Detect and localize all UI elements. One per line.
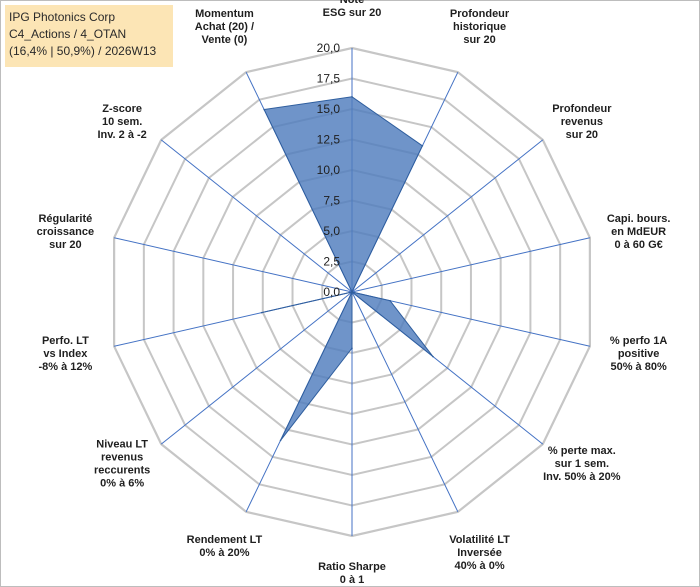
company-name: IPG Photonics Corp [9,10,116,24]
chart-header: IPG Photonics Corp C4_Actions / 4_OTAN (… [5,5,173,67]
score-summary: (16,4% | 50,9%) / 2026W13 [9,44,157,58]
tick-label: 17,5 [317,72,341,86]
tick-label: 10,0 [317,163,341,177]
tick-label: 0,0 [323,285,340,299]
data-point-7 [351,347,353,349]
category-label-1: Profondeur historique sur 20 [450,8,510,46]
category-label-13: Momentum Achat (20) / Vente (0) [195,8,254,46]
tick-label: 15,0 [317,102,341,116]
axis-spoke-11 [114,237,353,293]
category-label-9: Niveau LT revenus reccurents 0% à 6% [94,438,150,489]
category-label-5: % perte max. sur 1 sem. Inv. 50% à 20% [543,445,621,483]
category-label-8: Rendement LT 0% à 20% [187,534,263,559]
category-label-2: Profondeur revenus sur 20 [552,103,612,141]
category-label-10: Perfo. LT vs Index -8% à 12% [38,335,92,373]
data-point-12 [351,291,353,293]
category-label-12: Z-score 10 sem. Inv. 2 à -2 [97,103,146,141]
tick-label: 2,5 [323,255,340,269]
category-labels: Note ESG sur 20 Profondeur historique sur 20… [37,0,671,586]
radial-tick-labels: 0,0 2,5 5,0 7,5 10,0 12,5 15,0 17,5 20,0 [317,41,341,299]
data-point-1 [421,145,424,147]
category-label-6: Volatilité LT Inversée 40% à 0% [449,534,510,572]
category-label-3: Capi. bours. en MdEUR 0 à 60 G€ [607,213,671,251]
category-label-4: % perfo 1A positive 50% à 80% [610,335,668,373]
portfolio-label: C4_Actions / 4_OTAN [9,27,127,41]
data-series [260,96,434,442]
category-label-0: Note ESG sur 20 [323,0,382,19]
category-label-7: Ratio Sharpe 0 à 1 [318,561,386,586]
category-label-11: Régularité croissance sur 20 [37,213,94,251]
tick-label: 7,5 [323,194,340,208]
axis-spoke-6 [351,291,459,513]
data-point-4 [389,299,391,302]
axis-spoke-2 [351,139,544,293]
axis-spoke-4 [351,291,590,347]
axis-spoke-3 [351,237,590,293]
data-point-0 [351,96,353,98]
axis-spoke-9 [160,291,353,445]
tick-label: 12,5 [317,133,341,147]
data-point-13 [263,108,265,111]
axis-spoke-12 [160,139,353,293]
tick-label: 5,0 [323,224,340,238]
data-point-8 [279,439,282,442]
tick-label: 20,0 [317,41,341,55]
data-point-5 [432,355,434,358]
data-point-10 [260,311,263,314]
